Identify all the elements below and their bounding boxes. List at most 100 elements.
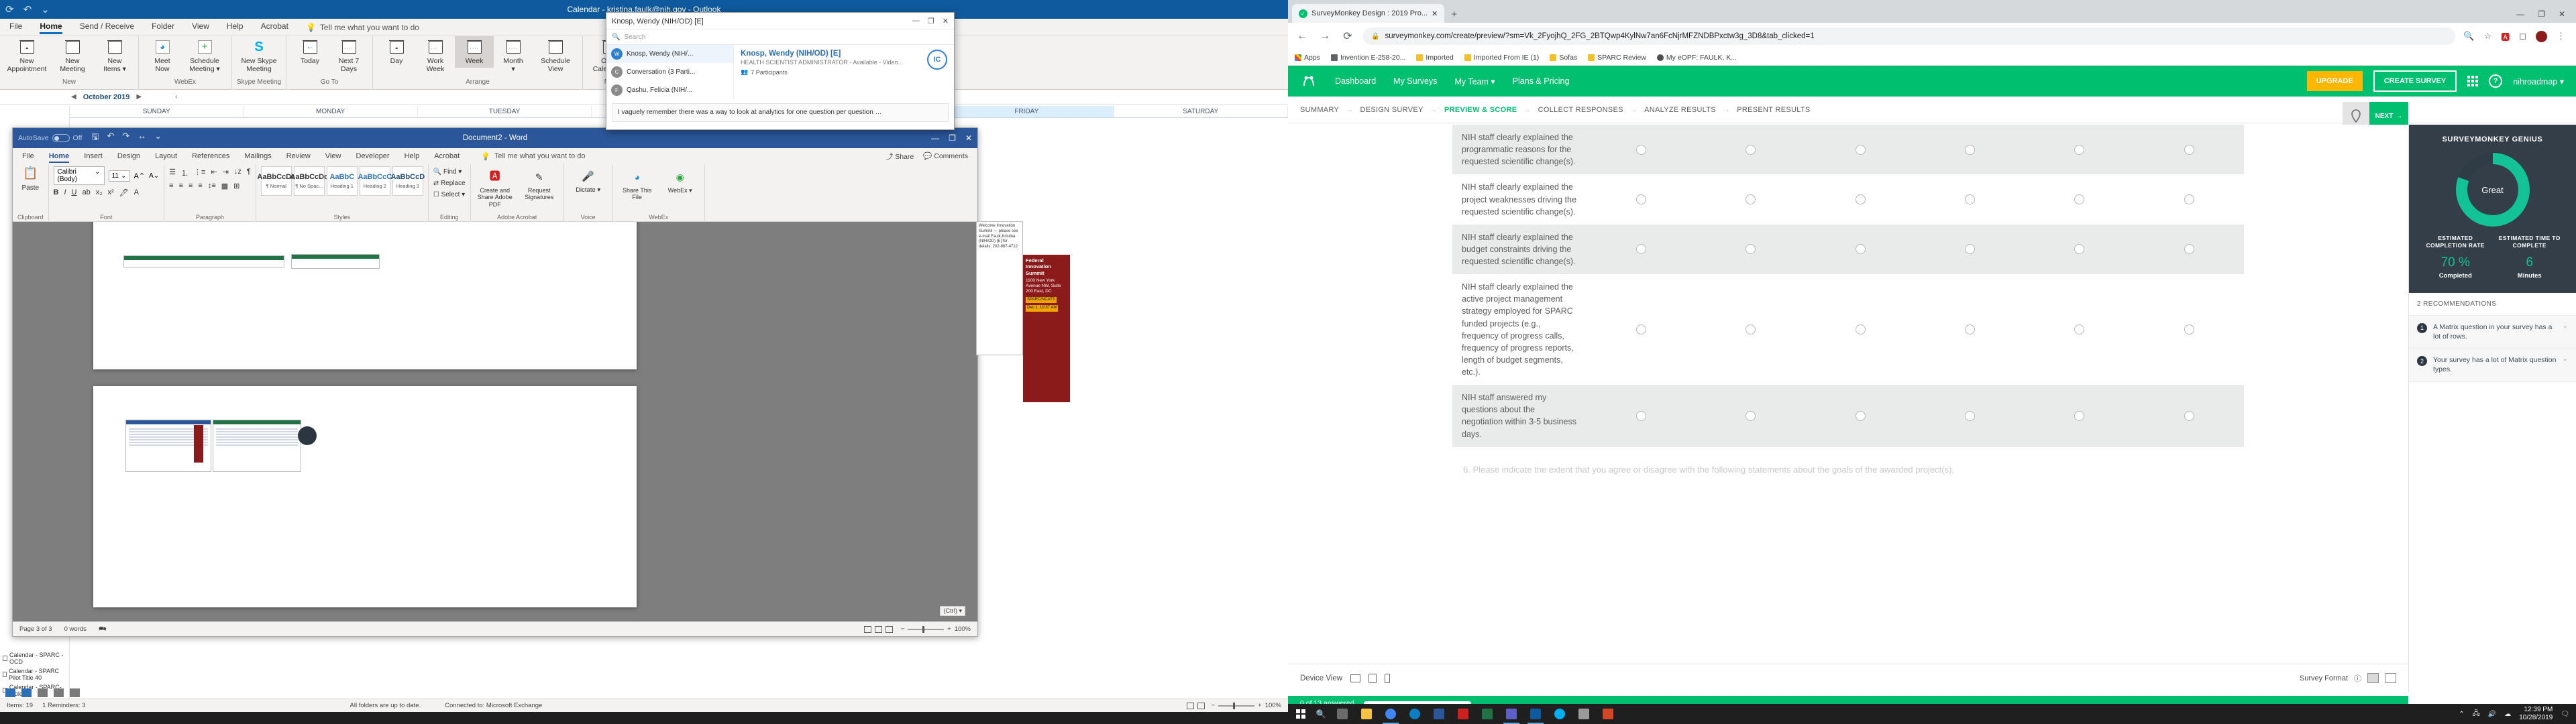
- matrix-cell[interactable]: [2135, 244, 2244, 255]
- taskbar-clock[interactable]: 12:39 PM 10/28/2019: [2519, 706, 2553, 722]
- forward-icon[interactable]: →: [1320, 30, 1330, 42]
- justify-icon[interactable]: ≡: [198, 182, 203, 190]
- address-bar[interactable]: 🔒 surveymonkey.com/create/preview/?sm=Vk…: [1363, 27, 2456, 45]
- matrix-cell[interactable]: [1587, 194, 1696, 205]
- align-center-icon[interactable]: ≡: [178, 182, 183, 190]
- shading-icon[interactable]: ▩: [221, 182, 229, 190]
- word-tell-me[interactable]: 💡 Tell me what you want to do: [481, 152, 586, 161]
- radio-button[interactable]: [1636, 244, 1647, 255]
- select-button[interactable]: ☐ Select ▾: [433, 191, 466, 198]
- word-comments-button[interactable]: 💬 Comments: [923, 152, 968, 160]
- breadcrumb-present-results[interactable]: PRESENT RESULTS: [1737, 105, 1811, 114]
- zoom-in-icon[interactable]: +: [1258, 702, 1262, 709]
- word-document-canvas[interactable]: (CtrI) ▾: [13, 222, 977, 621]
- extension-icon[interactable]: ◻: [2519, 31, 2526, 41]
- align-left-icon[interactable]: ≡: [169, 182, 174, 190]
- radio-button[interactable]: [1965, 194, 1976, 205]
- print-layout-icon[interactable]: [874, 625, 882, 633]
- restore-icon[interactable]: ❐: [927, 17, 934, 25]
- minimize-icon[interactable]: —: [912, 17, 920, 25]
- style-heading-2[interactable]: AaBbCcC Heading 2: [358, 166, 392, 196]
- reading-view-icon[interactable]: [1197, 702, 1205, 709]
- matrix-cell[interactable]: [1915, 324, 2025, 335]
- phone-icon[interactable]: [1385, 673, 1391, 683]
- radio-button[interactable]: [1855, 194, 1866, 205]
- word-tab-acrobat[interactable]: Acrobat: [434, 152, 460, 160]
- create-share-pdf-button[interactable]: 🅰 Create and Share Adobe PDF: [476, 166, 515, 210]
- radio-button[interactable]: [1855, 244, 1866, 255]
- matrix-cell[interactable]: [2025, 410, 2134, 421]
- im-contact-item[interactable]: F Qashu, Felicia (NIH/...: [606, 81, 733, 99]
- profile-avatar[interactable]: [2536, 30, 2547, 42]
- radio-button[interactable]: [1636, 194, 1647, 205]
- radio-button[interactable]: [1855, 410, 1866, 421]
- start-button[interactable]: [1291, 704, 1311, 724]
- matrix-cell[interactable]: [1696, 144, 1805, 155]
- style-heading-1[interactable]: AaBbC Heading 1: [326, 166, 358, 196]
- month-view-button[interactable]: ···· Month ▾: [494, 36, 533, 76]
- work-week-view-button[interactable]: ··· Work Week: [416, 36, 455, 76]
- radio-button[interactable]: [1855, 144, 1866, 155]
- bookmark-item[interactable]: My eOPF: FAULK, K...: [1656, 54, 1737, 62]
- checkbox-icon[interactable]: [3, 672, 7, 677]
- new-appointment-button[interactable]: New Appointment: [4, 36, 50, 76]
- tab-file[interactable]: File: [9, 21, 23, 31]
- matrix-cell[interactable]: [2135, 324, 2244, 335]
- close-icon[interactable]: ✕: [942, 17, 949, 25]
- surveymonkey-logo-icon[interactable]: [1300, 72, 1318, 90]
- calendar-module-icon[interactable]: [21, 688, 32, 697]
- matrix-cell[interactable]: [2135, 144, 2244, 155]
- onedrive-icon[interactable]: ☁: [2504, 710, 2512, 718]
- request-signatures-button[interactable]: ✎ Request Signatures: [520, 166, 559, 210]
- outlook-zoom-control[interactable]: − + 100%: [1212, 702, 1281, 709]
- more-module-icon[interactable]: [70, 688, 80, 697]
- read-mode-icon[interactable]: [863, 625, 871, 633]
- one-page-format-icon[interactable]: [2367, 673, 2379, 683]
- breadcrumb-summary[interactable]: SUMMARY: [1300, 105, 1340, 114]
- bookmark-star-icon[interactable]: ☆: [2483, 31, 2492, 41]
- radio-button[interactable]: [1965, 410, 1976, 421]
- customize-quick-access-icon[interactable]: ⌄: [41, 4, 50, 15]
- mail-module-icon[interactable]: [5, 688, 15, 697]
- matrix-cell[interactable]: [1915, 144, 2025, 155]
- radio-button[interactable]: [1746, 324, 1756, 335]
- word-view-buttons[interactable]: [863, 625, 893, 633]
- matrix-cell[interactable]: [1696, 410, 1805, 421]
- one-question-format-icon[interactable]: [2385, 673, 2396, 683]
- desktop-icon[interactable]: [1350, 674, 1361, 682]
- subscript-icon[interactable]: x₂: [95, 188, 103, 196]
- underline-icon[interactable]: U: [71, 188, 77, 196]
- close-icon[interactable]: ✕: [965, 133, 972, 143]
- webex-menu-button[interactable]: ◉ WebEx ▾: [661, 166, 700, 204]
- customize-qat-icon[interactable]: ⌄: [154, 131, 162, 141]
- matrix-cell[interactable]: [1915, 194, 2025, 205]
- taskbar-powerpoint[interactable]: [1597, 704, 1619, 724]
- radio-button[interactable]: [1746, 244, 1756, 255]
- matrix-cell[interactable]: [2135, 410, 2244, 421]
- matrix-cell[interactable]: [1806, 244, 1915, 255]
- word-share-button[interactable]: ⤴ Share: [885, 152, 914, 161]
- volume-icon[interactable]: 🔊: [2487, 710, 2497, 718]
- new-items-button[interactable]: New Items ▾: [95, 36, 134, 76]
- italic-icon[interactable]: I: [64, 188, 66, 196]
- meet-now-button[interactable]: ◕ Meet Now: [143, 36, 182, 76]
- recommendation-item[interactable]: 1 A Matrix question in your survey has a…: [2409, 315, 2576, 349]
- matrix-cell[interactable]: [2025, 324, 2134, 335]
- sort-icon[interactable]: ↓z: [233, 168, 241, 176]
- new-skype-meeting-button[interactable]: S New Skype Meeting: [241, 39, 277, 74]
- radio-button[interactable]: [2074, 410, 2085, 421]
- create-survey-button[interactable]: CREATE SURVEY: [2373, 70, 2457, 92]
- word-tab-view[interactable]: View: [325, 152, 341, 160]
- bookmark-folder[interactable]: Sofas: [1550, 54, 1577, 62]
- autosave-toggle[interactable]: AutoSave Off: [18, 134, 82, 142]
- autosave-switch[interactable]: [52, 134, 70, 142]
- upgrade-button[interactable]: UPGRADE: [2306, 71, 2363, 91]
- browser-tab-surveymonkey[interactable]: ✓ SurveyMonkey Design : 2019 Pro... ✕: [1292, 4, 1445, 23]
- restore-icon[interactable]: ❐: [949, 133, 956, 143]
- word-tab-layout[interactable]: Layout: [155, 152, 178, 160]
- superscript-icon[interactable]: x²: [107, 188, 114, 196]
- taskbar-acrobat[interactable]: [1452, 704, 1474, 724]
- bookmark-folder[interactable]: Imported: [1416, 54, 1454, 62]
- taskbar-file-explorer[interactable]: [1355, 704, 1378, 724]
- decrease-indent-icon[interactable]: ⇤: [211, 168, 217, 176]
